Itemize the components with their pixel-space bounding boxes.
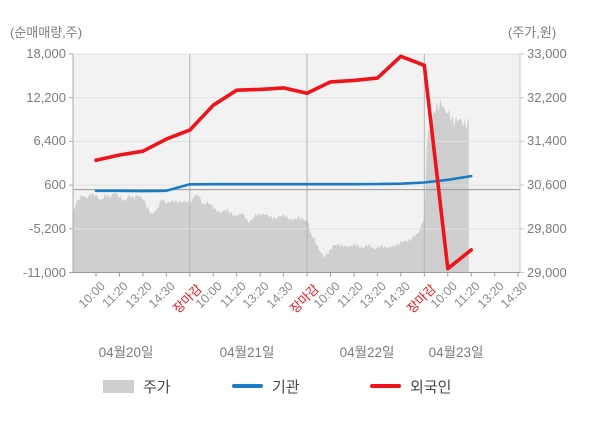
price-area-swatch: [103, 379, 134, 393]
left-axis-caption: (순매매량,주): [10, 25, 83, 40]
left-axis-tick-label: 12,200: [26, 89, 66, 105]
left-axis-tick-label: 18,000: [26, 46, 66, 61]
foreigner-line-swatch: [370, 384, 401, 388]
right-axis-caption: (주가,원): [508, 25, 557, 40]
right-axis-tick-label: 33,000: [527, 46, 567, 61]
legend-label-institution: 기관: [272, 378, 300, 396]
right-axis-tick-label: 32,200: [527, 89, 567, 105]
date-label: 04월21일: [219, 345, 275, 360]
legend-item-institution: 기관: [232, 376, 300, 396]
institution-line-series: [94, 174, 473, 193]
left-axis-tick-label: 600: [44, 177, 66, 193]
date-label: 04월22일: [339, 345, 395, 360]
right-axis-tick-label: 29,000: [527, 264, 567, 280]
legend-item-foreigner: 외국인: [370, 376, 451, 396]
foreigner-line-series: [94, 54, 474, 271]
legend-label-price: 주가: [143, 378, 171, 396]
institution-line-swatch: [232, 384, 263, 388]
legend-item-price: 주가: [103, 376, 171, 396]
date-label: 04월23일: [428, 345, 484, 360]
date-label: 04월20일: [98, 345, 154, 360]
right-axis-tick-label: 31,400: [527, 133, 567, 149]
legend-label-foreigner: 외국인: [410, 378, 452, 396]
left-axis-tick-label: -5,200: [29, 220, 66, 236]
right-axis-tick-label: 30,600: [527, 177, 567, 193]
legend: 주가 기관 외국인: [0, 376, 600, 400]
right-axis-tick-label: 29,800: [527, 220, 567, 236]
left-axis-tick-label: 6,400: [33, 133, 66, 149]
left-axis-tick-label: -11,000: [22, 264, 66, 280]
